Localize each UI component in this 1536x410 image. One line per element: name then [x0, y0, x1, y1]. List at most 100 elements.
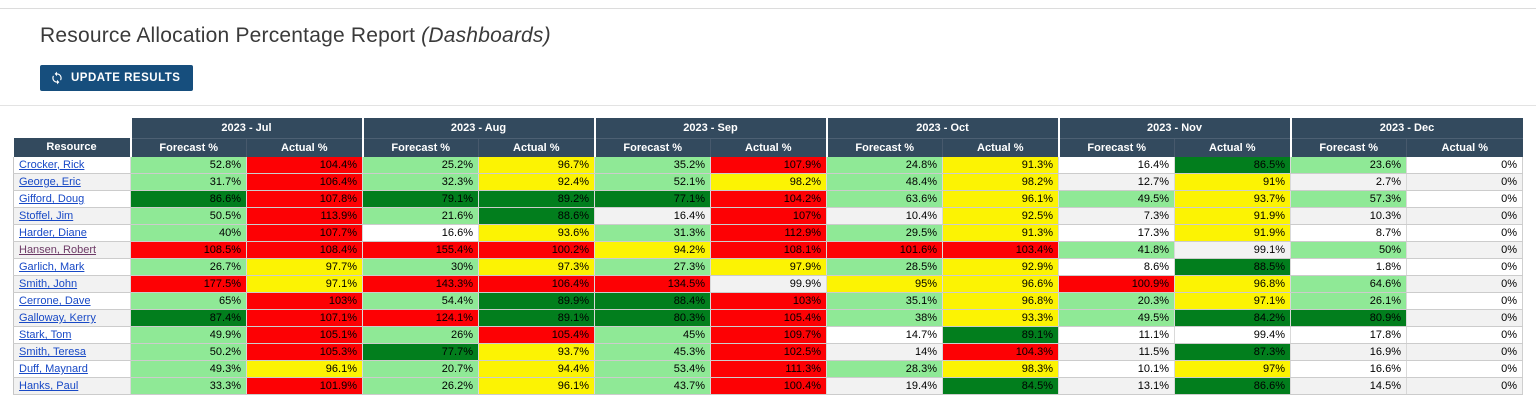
actual-cell: 111.3%	[710, 360, 827, 378]
forecast-cell: 11.1%	[1058, 326, 1175, 344]
resource-link[interactable]: Hansen, Robert	[19, 244, 97, 256]
actual-column-header: Actual %	[942, 138, 1059, 157]
resource-name-cell: Garlich, Mark	[13, 258, 131, 276]
table-row: Gifford, Doug 86.6% 107.8% 79.1% 89.2% 77.1% 1…	[13, 190, 1523, 208]
resource-link[interactable]: Duff, Maynard	[19, 363, 88, 375]
forecast-cell: 16.6%	[362, 224, 479, 242]
actual-cell: 88.5%	[1174, 258, 1291, 276]
actual-cell: 91.3%	[942, 156, 1059, 174]
actual-cell: 0%	[1406, 241, 1523, 259]
forecast-cell: 101.6%	[826, 241, 943, 259]
forecast-cell: 8.7%	[1290, 224, 1407, 242]
report-header-section: Resource Allocation Percentage Report (D…	[0, 9, 1536, 106]
resource-link[interactable]: Stark, Tom	[19, 329, 72, 341]
table-row: Garlich, Mark 26.7% 97.7% 30% 97.3% 27.3% 97.9…	[13, 258, 1523, 276]
forecast-cell: 80.9%	[1290, 309, 1407, 327]
forecast-cell: 19.4%	[826, 377, 943, 395]
resource-link[interactable]: Garlich, Mark	[19, 261, 85, 273]
actual-cell: 97.1%	[1174, 292, 1291, 310]
resource-link[interactable]: Harder, Diane	[19, 227, 87, 239]
table-row: Stark, Tom 49.9% 105.1% 26% 105.4% 45% 109.7% 1…	[13, 326, 1523, 344]
resource-name-cell: Galloway, Kerry	[13, 309, 131, 327]
update-results-button[interactable]: UPDATE RESULTS	[40, 65, 194, 91]
resource-link[interactable]: Smith, Teresa	[19, 346, 87, 358]
actual-cell: 100.2%	[478, 241, 595, 259]
actual-cell: 93.3%	[942, 309, 1059, 327]
forecast-cell: 16.4%	[594, 207, 711, 225]
actual-cell: 0%	[1406, 275, 1523, 293]
actual-cell: 97.7%	[246, 258, 363, 276]
actual-column-header: Actual %	[478, 138, 595, 157]
actual-cell: 104.4%	[246, 156, 363, 174]
forecast-cell: 49.9%	[130, 326, 247, 344]
forecast-cell: 24.8%	[826, 156, 943, 174]
resource-link[interactable]: Smith, John	[19, 278, 78, 290]
resource-name-cell: Smith, John	[13, 275, 131, 293]
forecast-cell: 26.1%	[1290, 292, 1407, 310]
forecast-cell: 49.3%	[130, 360, 247, 378]
forecast-cell: 43.7%	[594, 377, 711, 395]
forecast-cell: 49.5%	[1058, 309, 1175, 327]
resource-link[interactable]: Gifford, Doug	[19, 193, 85, 205]
forecast-cell: 50.2%	[130, 343, 247, 361]
forecast-cell: 50%	[1290, 241, 1407, 259]
forecast-cell: 10.3%	[1290, 207, 1407, 225]
resource-link[interactable]: Cerrone, Dave	[19, 295, 91, 307]
table-row: Crocker, Rick 52.8% 104.4% 25.2% 96.7% 35.2% 1…	[13, 156, 1523, 174]
forecast-cell: 17.8%	[1290, 326, 1407, 344]
actual-column-header: Actual %	[710, 138, 827, 157]
actual-cell: 105.3%	[246, 343, 363, 361]
forecast-cell: 10.1%	[1058, 360, 1175, 378]
actual-cell: 0%	[1406, 224, 1523, 242]
actual-cell: 96.8%	[1174, 275, 1291, 293]
actual-cell: 89.9%	[478, 292, 595, 310]
forecast-cell: 2.7%	[1290, 173, 1407, 191]
actual-cell: 92.9%	[942, 258, 1059, 276]
forecast-cell: 94.2%	[594, 241, 711, 259]
forecast-cell: 143.3%	[362, 275, 479, 293]
actual-cell: 109.7%	[710, 326, 827, 344]
actual-cell: 89.1%	[478, 309, 595, 327]
actual-cell: 91.9%	[1174, 224, 1291, 242]
page-title-text: Resource Allocation Percentage Report	[40, 24, 416, 47]
actual-cell: 103.4%	[942, 241, 1059, 259]
forecast-cell: 80.3%	[594, 309, 711, 327]
resource-name-cell: Cerrone, Dave	[13, 292, 131, 310]
table-row: Cerrone, Dave 65% 103% 54.4% 89.9% 88.4% 103% 3…	[13, 292, 1523, 310]
resource-name-cell: Hansen, Robert	[13, 241, 131, 259]
actual-cell: 89.1%	[942, 326, 1059, 344]
month-header-row: 2023 - Jul 2023 - Aug 2023 - Sep 2023 - Oct…	[14, 118, 1523, 139]
forecast-cell: 30%	[362, 258, 479, 276]
resource-link[interactable]: Galloway, Kerry	[19, 312, 96, 324]
forecast-cell: 57.3%	[1290, 190, 1407, 208]
month-header-cell: 2023 - Sep	[593, 118, 827, 139]
forecast-cell: 35.2%	[594, 156, 711, 174]
forecast-column-header: Forecast %	[593, 138, 711, 157]
forecast-cell: 1.8%	[1290, 258, 1407, 276]
sub-header-row: Resource Forecast % Actual % Forecast % Actu…	[13, 138, 1523, 157]
actual-column-header: Actual %	[1406, 138, 1523, 157]
actual-cell: 102.5%	[710, 343, 827, 361]
actual-cell: 104.2%	[710, 190, 827, 208]
forecast-cell: 35.1%	[826, 292, 943, 310]
forecast-cell: 108.5%	[130, 241, 247, 259]
actual-cell: 107.1%	[246, 309, 363, 327]
forecast-cell: 52.1%	[594, 173, 711, 191]
forecast-cell: 32.3%	[362, 173, 479, 191]
forecast-cell: 77.7%	[362, 343, 479, 361]
resource-link[interactable]: Hanks, Paul	[19, 380, 79, 392]
actual-cell: 97.1%	[246, 275, 363, 293]
forecast-cell: 45.3%	[594, 343, 711, 361]
forecast-cell: 16.9%	[1290, 343, 1407, 361]
actual-cell: 104.3%	[942, 343, 1059, 361]
actual-column-header: Actual %	[246, 138, 363, 157]
resource-link[interactable]: Stoffel, Jim	[19, 210, 74, 222]
actual-cell: 94.4%	[478, 360, 595, 378]
table-row: Smith, John 177.5% 97.1% 143.3% 106.4% 134.5%…	[13, 275, 1523, 293]
forecast-cell: 54.4%	[362, 292, 479, 310]
resource-link[interactable]: George, Eric	[19, 176, 81, 188]
forecast-cell: 20.3%	[1058, 292, 1175, 310]
resource-link[interactable]: Crocker, Rick	[19, 158, 85, 171]
actual-cell: 86.5%	[1174, 156, 1291, 174]
actual-cell: 108.1%	[710, 241, 827, 259]
